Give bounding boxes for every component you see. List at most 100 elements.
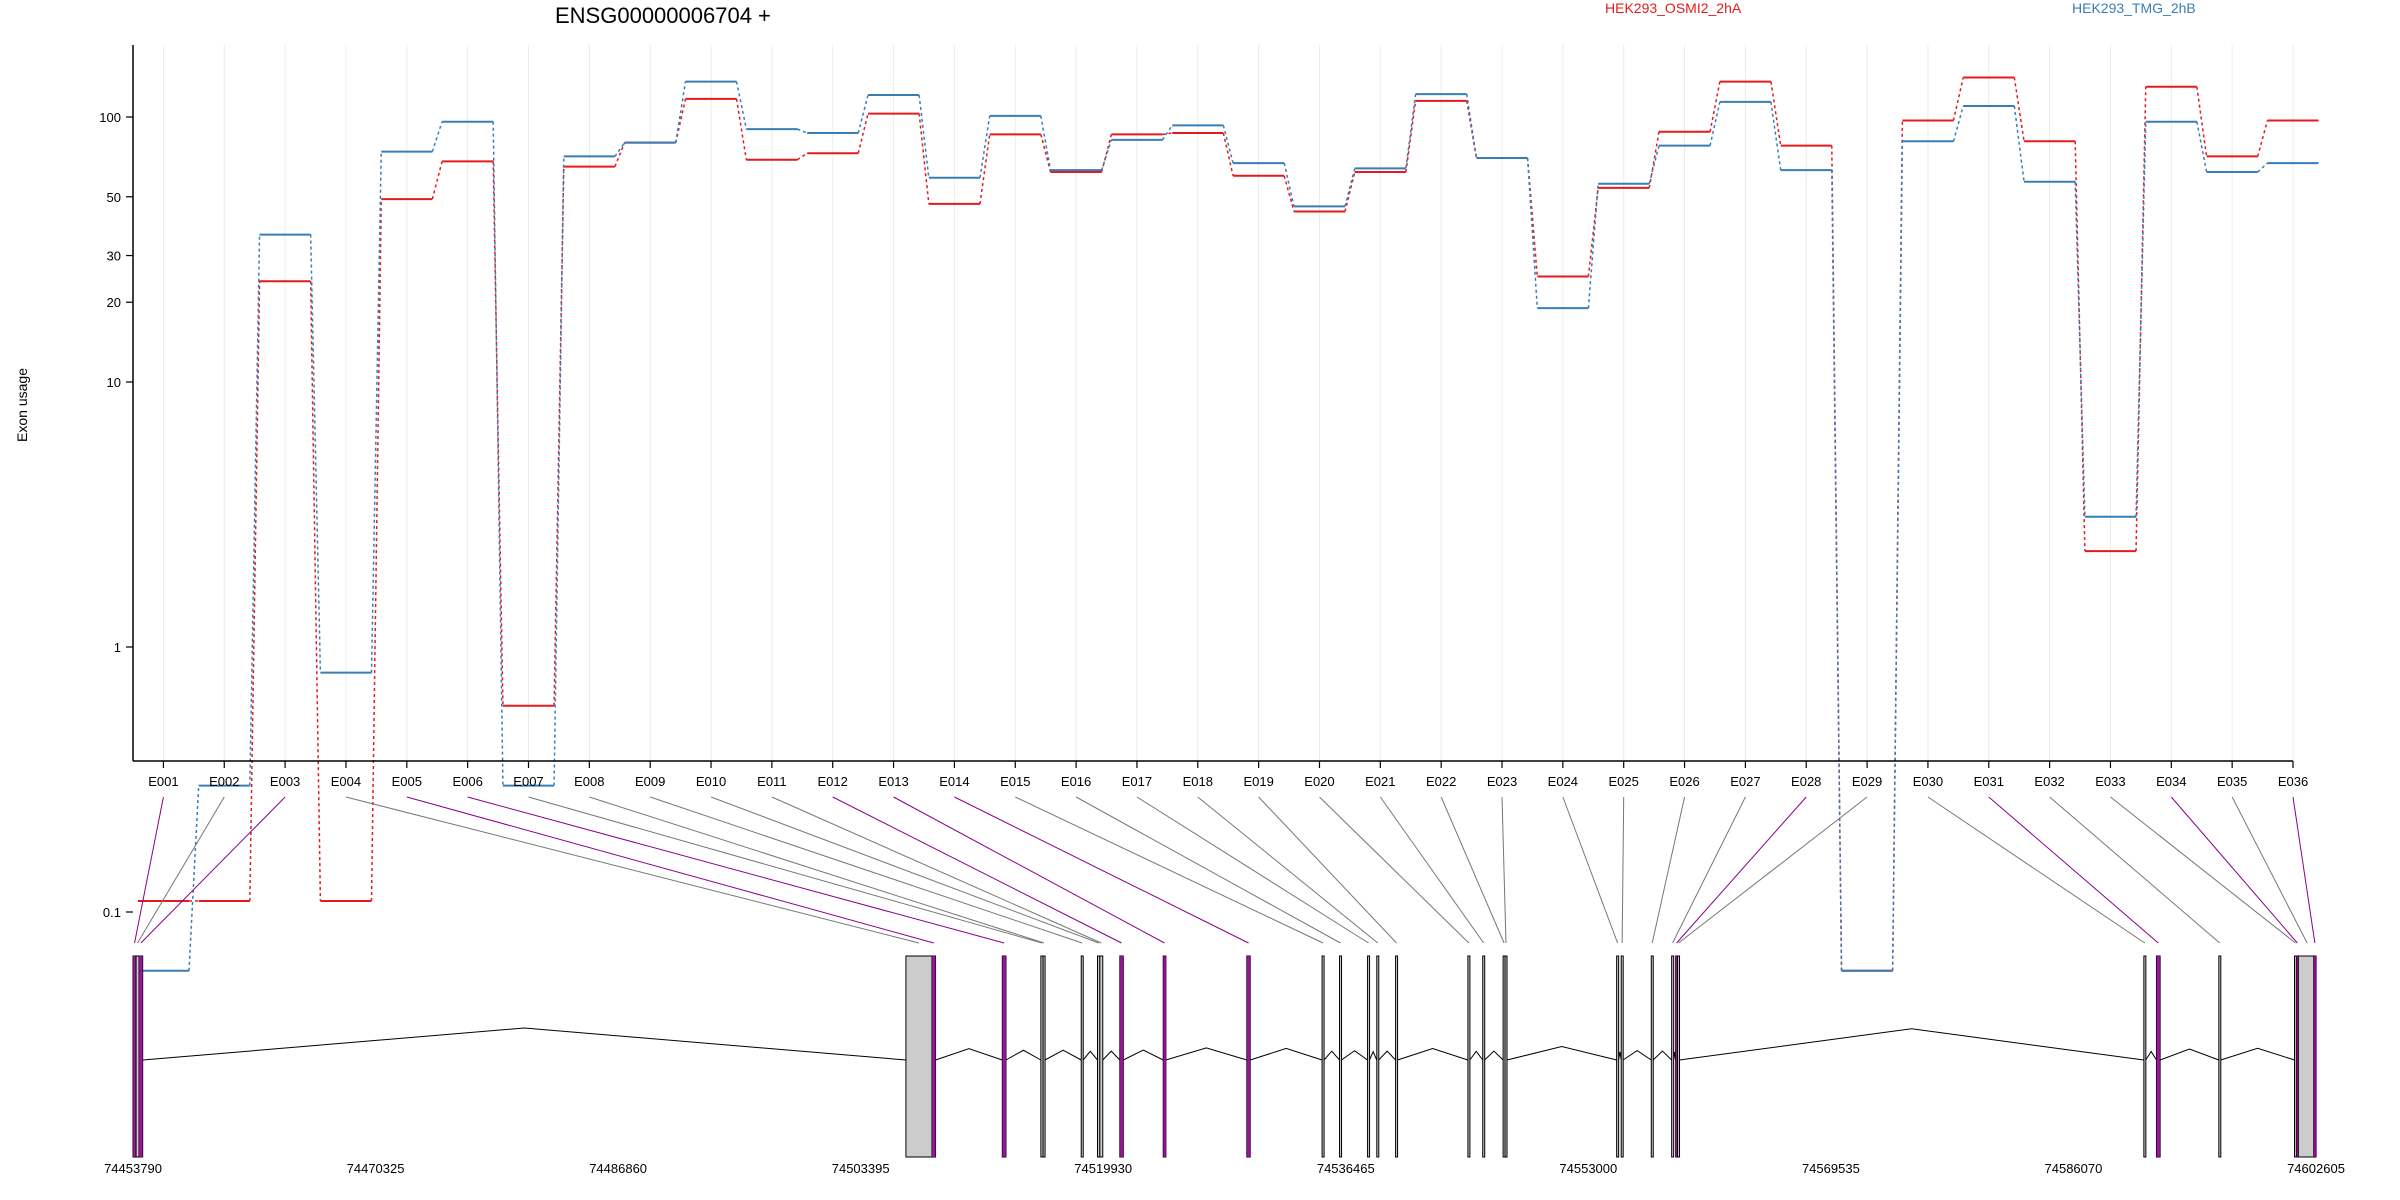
exon-label: E019 [1243, 774, 1273, 789]
series-tmg-connector [370, 151, 382, 673]
exon-label: E018 [1183, 774, 1213, 789]
series-tmg-connector [2074, 181, 2086, 517]
intron-line [1165, 1047, 1247, 1061]
exon-connector [710, 796, 1099, 944]
intron-line [2159, 1048, 2219, 1061]
exon-box [1321, 955, 1325, 1158]
intron-line [1469, 1050, 1484, 1061]
legend-series-osmi2: HEK293_OSMI2_2hA [1605, 0, 1742, 16]
exon-highlight [932, 956, 936, 1157]
exon-label: E015 [1000, 774, 1030, 789]
series-osmi2-connector [249, 281, 261, 902]
exon-label: E023 [1487, 774, 1517, 789]
exon-connector [1676, 796, 1807, 944]
exon-connector [1672, 796, 1746, 944]
exon-connector [1258, 796, 1397, 944]
series-osmi2-connector [1162, 132, 1173, 136]
exon-label: E004 [331, 774, 361, 789]
exon-box [1650, 955, 1654, 1158]
series-osmi2-connector [2013, 77, 2025, 142]
series-tmg-connector [918, 94, 930, 178]
series-tmg-connector [1283, 162, 1295, 207]
exon-label: E014 [939, 774, 969, 789]
exon-connector [137, 796, 225, 944]
exon-connector [1927, 796, 2146, 944]
series-tmg-connector [1405, 94, 1417, 169]
intron-line [1378, 1050, 1396, 1061]
intron-line [2145, 1050, 2157, 1061]
exon-label: E036 [2278, 774, 2308, 789]
exon-box [1671, 955, 1675, 1158]
exon-label: E020 [1304, 774, 1334, 789]
series-tmg-connector [797, 128, 808, 134]
exon-label: E003 [270, 774, 300, 789]
exon-connector [1075, 796, 1341, 944]
exon-box [1367, 955, 1371, 1158]
series-osmi2-connector [1283, 175, 1295, 212]
exon-connector [1501, 796, 1507, 944]
coordinate-label: 74553000 [1559, 1161, 1617, 1176]
exon-connector [2049, 796, 2221, 944]
exon-connector [134, 796, 164, 944]
exon-label: E026 [1669, 774, 1699, 789]
series-tmg-connector [1648, 145, 1660, 184]
series-tmg-connector [2135, 121, 2147, 517]
intron-line [1652, 1050, 1673, 1061]
series-tmg-connector [1891, 141, 1904, 971]
series-osmi2-connector [1526, 157, 1539, 277]
y-tick-label: 30 [107, 249, 121, 264]
series-osmi2-connector [1770, 81, 1782, 146]
coordinate-label: 74503395 [832, 1161, 890, 1176]
exon-connector [954, 796, 1249, 944]
intron-line [2220, 1047, 2295, 1061]
legend-series-tmg: HEK293_TMG_2hB [2072, 0, 2196, 16]
series-osmi2-connector [1709, 81, 1721, 132]
intron-line [1123, 1049, 1164, 1061]
exon-label: E029 [1852, 774, 1882, 789]
exon-box [1616, 955, 1620, 1158]
exon-label: E034 [2156, 774, 2186, 789]
series-osmi2-connector [431, 161, 443, 200]
series-tmg-connector [492, 121, 504, 786]
exon-connector [2170, 796, 2298, 944]
exon-label: E025 [1609, 774, 1639, 789]
series-tmg-connector [1952, 105, 1964, 142]
series-tmg-connector [857, 94, 869, 134]
exon-connector [1015, 796, 1324, 944]
exon-box [1504, 955, 1508, 1158]
series-tmg-connector [553, 156, 565, 786]
exon-highlight [2156, 956, 2161, 1157]
exon-connector [2231, 796, 2308, 944]
series-tmg-connector [1587, 183, 1599, 309]
exon-highlight [2313, 956, 2317, 1157]
y-tick-label: 0.1 [103, 905, 121, 920]
intron-line [1397, 1047, 1469, 1061]
coordinate-axis: 74453790 74470325 74486860 74503395 74519930… [104, 1161, 2345, 1176]
exon-box [2143, 955, 2147, 1158]
series-osmi2-connector [1952, 77, 1964, 121]
series-osmi2-connector [1831, 145, 1843, 971]
exon-label: E006 [452, 774, 482, 789]
coordinate-label: 74536465 [1317, 1161, 1375, 1176]
exon-box [1395, 955, 1399, 1158]
exon-label: E009 [635, 774, 665, 789]
series-tmg-connector [1222, 125, 1234, 164]
exon-connector [832, 796, 1122, 944]
intron-line [1369, 1050, 1378, 1061]
exon-connector [1988, 796, 2159, 944]
exon-box [1376, 955, 1380, 1158]
coordinate-label: 74470325 [347, 1161, 405, 1176]
series-tmg-connector [735, 81, 748, 130]
series-tmg-connector [979, 115, 991, 178]
exon-connector [2292, 796, 2316, 944]
intron-line [1506, 1045, 1617, 1061]
exon-box [1339, 955, 1343, 1158]
y-tick-label: 100 [99, 110, 121, 125]
exon-connector [1440, 796, 1505, 944]
series-osmi2-connector [1040, 134, 1052, 173]
series-osmi2-connector [1587, 187, 1599, 277]
series-tmg-connector [1465, 94, 1478, 159]
intron-line [935, 1048, 1003, 1061]
series-lines [137, 76, 2319, 972]
series-tmg-connector [1526, 158, 1539, 309]
